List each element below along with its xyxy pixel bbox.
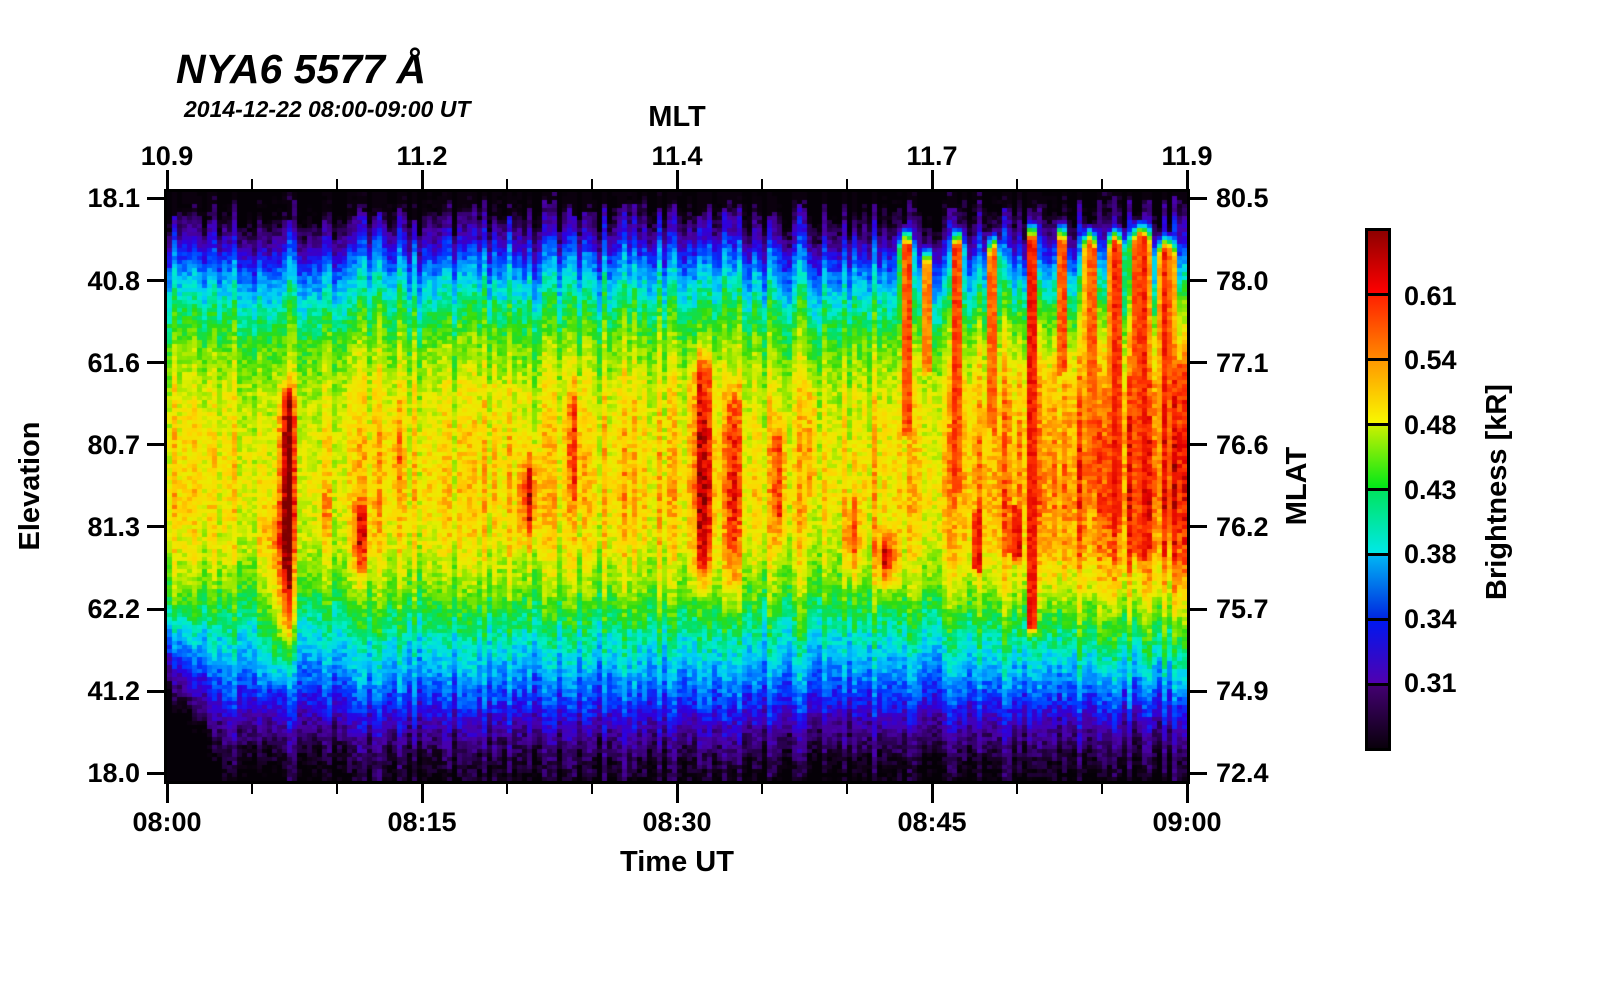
axis-tick-label: 81.3 bbox=[87, 511, 140, 542]
tick-minor bbox=[760, 179, 764, 192]
heatmap-canvas bbox=[167, 192, 1187, 781]
tick-major bbox=[1185, 781, 1189, 803]
tick-minor bbox=[590, 179, 594, 192]
axis-tick-label: 08:30 bbox=[642, 807, 712, 837]
tick-major bbox=[1187, 443, 1207, 447]
colorbar bbox=[1365, 228, 1391, 751]
tick-major bbox=[1187, 607, 1207, 611]
colorbar-tick-label: 0.43 bbox=[1404, 474, 1457, 505]
axis-tick-label: 18.1 bbox=[87, 183, 140, 214]
axis-tick-label: 08:45 bbox=[897, 807, 967, 837]
tick-major bbox=[147, 689, 167, 693]
axis-tick-label: 11.2 bbox=[396, 141, 448, 171]
tick-major bbox=[420, 781, 424, 803]
colorbar-segment bbox=[1368, 553, 1388, 618]
tick-major bbox=[1187, 361, 1207, 365]
axis-tick-label: 78.0 bbox=[1216, 265, 1269, 296]
colorbar-tick-label: 0.31 bbox=[1404, 668, 1457, 699]
colorbar-segment bbox=[1368, 293, 1388, 358]
axis-tick-label: 11.9 bbox=[1161, 141, 1213, 171]
colorbar-tick-label: 0.38 bbox=[1404, 539, 1457, 570]
colorbar-segment bbox=[1368, 423, 1388, 488]
axis-tick-label: 09:00 bbox=[1152, 807, 1222, 837]
colorbar-tick-label: 0.54 bbox=[1404, 345, 1457, 376]
axis-tick-label: 10.9 bbox=[140, 141, 194, 171]
tick-minor bbox=[505, 179, 509, 192]
tick-minor bbox=[845, 179, 849, 192]
axis-tick-label: 62.2 bbox=[87, 594, 140, 625]
colorbar-segment bbox=[1368, 488, 1388, 553]
colorbar-title: Brightness [kR] bbox=[1481, 384, 1513, 600]
axis-tick-label: 77.1 bbox=[1216, 347, 1269, 378]
tick-major bbox=[147, 607, 167, 611]
tick-major bbox=[1187, 279, 1207, 283]
tick-major bbox=[147, 525, 167, 529]
axis-tick-label: 18.0 bbox=[87, 758, 140, 789]
axis-tick-label: 08:00 bbox=[132, 807, 202, 837]
bottom-axis-title: Time UT bbox=[620, 846, 734, 878]
tick-minor bbox=[1015, 781, 1019, 794]
axis-tick-label: 11.7 bbox=[906, 141, 958, 171]
tick-minor bbox=[1100, 781, 1104, 794]
tick-minor bbox=[335, 179, 339, 192]
colorbar-segment bbox=[1368, 358, 1388, 423]
tick-major bbox=[147, 771, 167, 775]
tick-minor bbox=[250, 179, 254, 192]
tick-major bbox=[930, 781, 934, 803]
axis-tick-label: 41.2 bbox=[87, 676, 140, 707]
colorbar-tick-label: 0.61 bbox=[1404, 280, 1457, 311]
tick-minor bbox=[1100, 179, 1104, 192]
axis-tick-label: 76.2 bbox=[1216, 511, 1269, 542]
tick-major bbox=[165, 170, 169, 192]
tick-major bbox=[675, 170, 679, 192]
tick-major bbox=[675, 781, 679, 803]
tick-major bbox=[165, 781, 169, 803]
chart-subtitle: 2014-12-22 08:00-09:00 UT bbox=[184, 96, 471, 122]
top-axis-title: MLT bbox=[648, 101, 706, 133]
tick-major bbox=[930, 170, 934, 192]
colorbar-tick-label: 0.48 bbox=[1404, 409, 1457, 440]
tick-major bbox=[1185, 170, 1189, 192]
tick-major bbox=[420, 170, 424, 192]
colorbar-tick-label: 0.34 bbox=[1404, 603, 1457, 634]
colorbar-segment bbox=[1368, 683, 1388, 748]
tick-major bbox=[147, 279, 167, 283]
tick-major bbox=[1187, 771, 1207, 775]
axis-tick-label: 72.4 bbox=[1216, 758, 1269, 789]
axis-tick-label: 61.6 bbox=[87, 347, 140, 378]
axis-tick-label: 08:15 bbox=[387, 807, 457, 837]
axis-tick-label: 80.7 bbox=[87, 429, 140, 460]
axis-tick-label: 40.8 bbox=[87, 265, 140, 296]
axis-tick-label: 76.6 bbox=[1216, 429, 1269, 460]
tick-major bbox=[1187, 196, 1207, 200]
tick-minor bbox=[505, 781, 509, 794]
tick-minor bbox=[590, 781, 594, 794]
tick-minor bbox=[335, 781, 339, 794]
tick-major bbox=[1187, 689, 1207, 693]
tick-major bbox=[1187, 525, 1207, 529]
tick-minor bbox=[845, 781, 849, 794]
axis-tick-label: 74.9 bbox=[1216, 676, 1269, 707]
axis-tick-label: 75.7 bbox=[1216, 594, 1269, 625]
axis-tick-label: 80.5 bbox=[1216, 183, 1269, 214]
tick-minor bbox=[1015, 179, 1019, 192]
axis-tick-label: 11.4 bbox=[651, 141, 703, 171]
tick-minor bbox=[250, 781, 254, 794]
tick-major bbox=[147, 196, 167, 200]
tick-minor bbox=[760, 781, 764, 794]
tick-major bbox=[147, 361, 167, 365]
tick-major bbox=[147, 443, 167, 447]
colorbar-segment bbox=[1368, 231, 1388, 293]
colorbar-segment bbox=[1368, 618, 1388, 683]
chart-title: NYA6 5577 Å bbox=[176, 46, 426, 92]
